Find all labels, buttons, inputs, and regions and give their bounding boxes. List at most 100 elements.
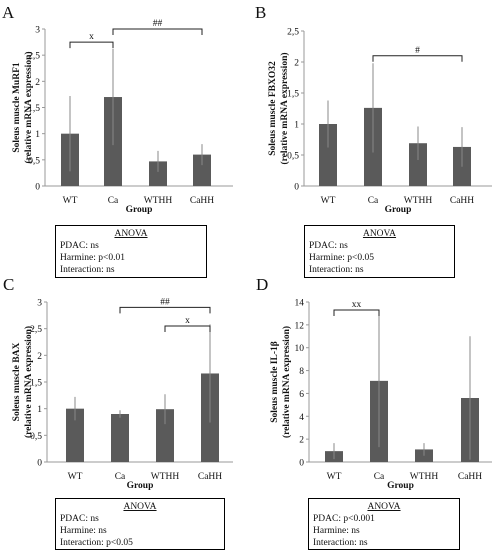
panel-b-significance-label: # [415, 46, 420, 56]
panel-d-anova-line: Interaction: ns [313, 538, 368, 548]
panel-a-anova-line: Interaction: ns [60, 265, 115, 275]
panel-d-y-tick-label: 6 [299, 390, 304, 400]
panel-d-category-label: WTHH [410, 472, 439, 482]
panel-b-category-label: WTHH [404, 196, 433, 206]
panel-d-x-axis-title: Group [387, 481, 414, 491]
panel-a-anova-line: PDAC: ns [60, 241, 99, 251]
panel-a-y-tick-label: 1 [35, 130, 40, 140]
panel-c-y-tick-label: 1,5 [30, 379, 42, 389]
panel-b-y-tick-label: 1,5 [287, 90, 299, 100]
panel-c-category-label: Ca [115, 472, 126, 482]
panel-a-y-tick-label: 3 [35, 26, 40, 36]
panel-c-y-axis-title: (relative mRNA expression) [23, 326, 34, 438]
panel-a-category-label: WT [63, 196, 78, 206]
panel-a-significance-label: x [89, 32, 94, 42]
panel-a-category-label: CaHH [190, 196, 214, 206]
panel-b-anova-line: Harmine: p<0.05 [309, 253, 374, 263]
panel-b-anova-line: Interaction: ns [309, 265, 364, 275]
panel-c-bar [156, 409, 174, 462]
panel-c-bar [66, 408, 84, 462]
panel-a-anova-box: ANOVA PDAC: ns Harmine: p<0.01 Interaction:… [55, 225, 207, 278]
panel-b-category-label: WT [321, 196, 336, 206]
panel-a-significance-label: ## [153, 19, 163, 29]
panel-d-category-label: CaHH [458, 472, 482, 482]
panel-d-y-tick-label: 2 [299, 436, 304, 446]
panel-b-anova-title: ANOVA [362, 229, 397, 239]
panel-d-y-axis-title: Soleus muscle IL-1β [270, 341, 280, 423]
panel-a-letter: A [2, 3, 15, 22]
panel-a-bar [193, 154, 211, 186]
panel-d-category-label: Ca [374, 472, 385, 482]
panel-d-y-tick-label: 8 [299, 367, 304, 377]
panel-b-x-axis-title: Group [385, 205, 412, 215]
panel-a-y-axis-title: (relative mRNA expression) [23, 51, 34, 163]
panel-a-y-tick-label: 1,5 [28, 104, 40, 114]
panel-a-significance-bracket [112, 28, 203, 35]
panel-a-anova-title: ANOVA [114, 229, 148, 239]
panel-c-anova-box: ANOVA PDAC: ns Harmine: ns Interaction: p<0… [55, 498, 225, 550]
panel-d-y-tick-label: 4 [299, 413, 304, 423]
panel-b-y-axis-title: Soleus muscle FBXO32 [268, 61, 278, 156]
panel-a-y-tick-label: 2,5 [28, 52, 40, 62]
panel-c-significance-label: x [185, 316, 190, 326]
panel-b-anova-line: PDAC: ns [309, 241, 348, 251]
panel-c-bar [111, 414, 129, 462]
panel-d-anova-line: Harmine: ns [313, 526, 360, 536]
panel-c-y-axis-title: Soleus muscle BAX [12, 343, 22, 422]
panel-b-letter: B [255, 3, 266, 22]
panel-c-y-tick-label: 2 [37, 352, 42, 362]
panel-b-anova-box: ANOVA PDAC: ns Harmine: p<0.05 Interaction:… [304, 225, 455, 278]
panel-c-anova-line: Interaction: p<0.05 [60, 538, 133, 548]
panel-c-y-tick-label: 3 [37, 299, 42, 309]
panel-c-anova-line: Harmine: ns [60, 526, 107, 536]
panel-c-y-tick-label: 0,5 [30, 432, 42, 442]
panel-c-y-tick-label: 0 [37, 459, 42, 469]
panel-c-category-label: CaHH [198, 472, 222, 482]
panel-b-y-tick-label: 2,5 [287, 28, 299, 38]
panel-b-y-tick-label: 2 [294, 59, 299, 69]
panel-c-category-label: WTHH [151, 472, 180, 482]
panel-b-category-label: CaHH [450, 196, 474, 206]
panel-b-y-tick-label: 0 [294, 183, 299, 193]
panel-a-bar [149, 161, 167, 186]
panel-a-y-tick-label: 0,5 [28, 156, 40, 166]
panel-b-significance-bracket [372, 55, 463, 62]
panel-a-y-axis-title: Soleus muscle MuRF1 [12, 62, 22, 153]
panel-b-y-tick-label: 1 [294, 121, 299, 131]
panel-d-category-label: WT [327, 472, 342, 482]
panel-d-y-tick-label: 10 [295, 344, 305, 354]
panel-a-significance-bracket [69, 41, 114, 49]
panel-d-y-axis-title: (relative mRNA expression) [281, 326, 292, 438]
panel-c-letter: C [3, 275, 14, 294]
panel-c-anova-line: PDAC: ns [60, 514, 99, 524]
panel-b-y-tick-label: 0,5 [287, 152, 299, 162]
panel-d-significance-label: xx [352, 300, 362, 310]
panel-c-significance-label: ## [160, 297, 170, 307]
panel-a-x-axis-title: Group [126, 205, 153, 215]
panel-b-category-label: Ca [368, 196, 379, 206]
panel-c-significance-bracket [164, 325, 211, 332]
panel-a-y-tick-label: 0 [35, 183, 40, 193]
panel-a-anova-line: Harmine: p<0.01 [60, 253, 125, 263]
panel-d-anova-title: ANOVA [367, 502, 401, 512]
panel-c-y-tick-label: 1 [37, 405, 42, 415]
panel-c-y-tick-label: 2,5 [30, 325, 42, 335]
panel-d-anova-line: PDAC: p<0.001 [313, 514, 375, 524]
panel-c-category-label: WT [68, 472, 83, 482]
panel-c-anova-title: ANOVA [123, 502, 157, 512]
panel-d-letter: D [256, 275, 268, 294]
panel-d-y-tick-label: 0 [299, 459, 304, 469]
panel-a-y-tick-label: 2 [35, 78, 40, 88]
panel-c-significance-bracket [119, 306, 211, 314]
panel-a-category-label: WTHH [144, 196, 173, 206]
panel-b-bar [409, 143, 427, 186]
panel-a-category-label: Ca [108, 196, 119, 206]
panel-d-y-tick-label: 14 [295, 299, 305, 309]
panel-d-significance-bracket [333, 309, 380, 316]
panel-d-y-tick-label: 12 [295, 321, 305, 331]
panel-b-bar [319, 124, 337, 186]
panel-b-y-axis-title: (relative mRNA expression) [279, 52, 290, 164]
panel-d-anova-box: ANOVA PDAC: p<0.001 Harmine: ns Interaction… [308, 498, 460, 550]
panel-c-x-axis-title: Group [127, 481, 154, 491]
